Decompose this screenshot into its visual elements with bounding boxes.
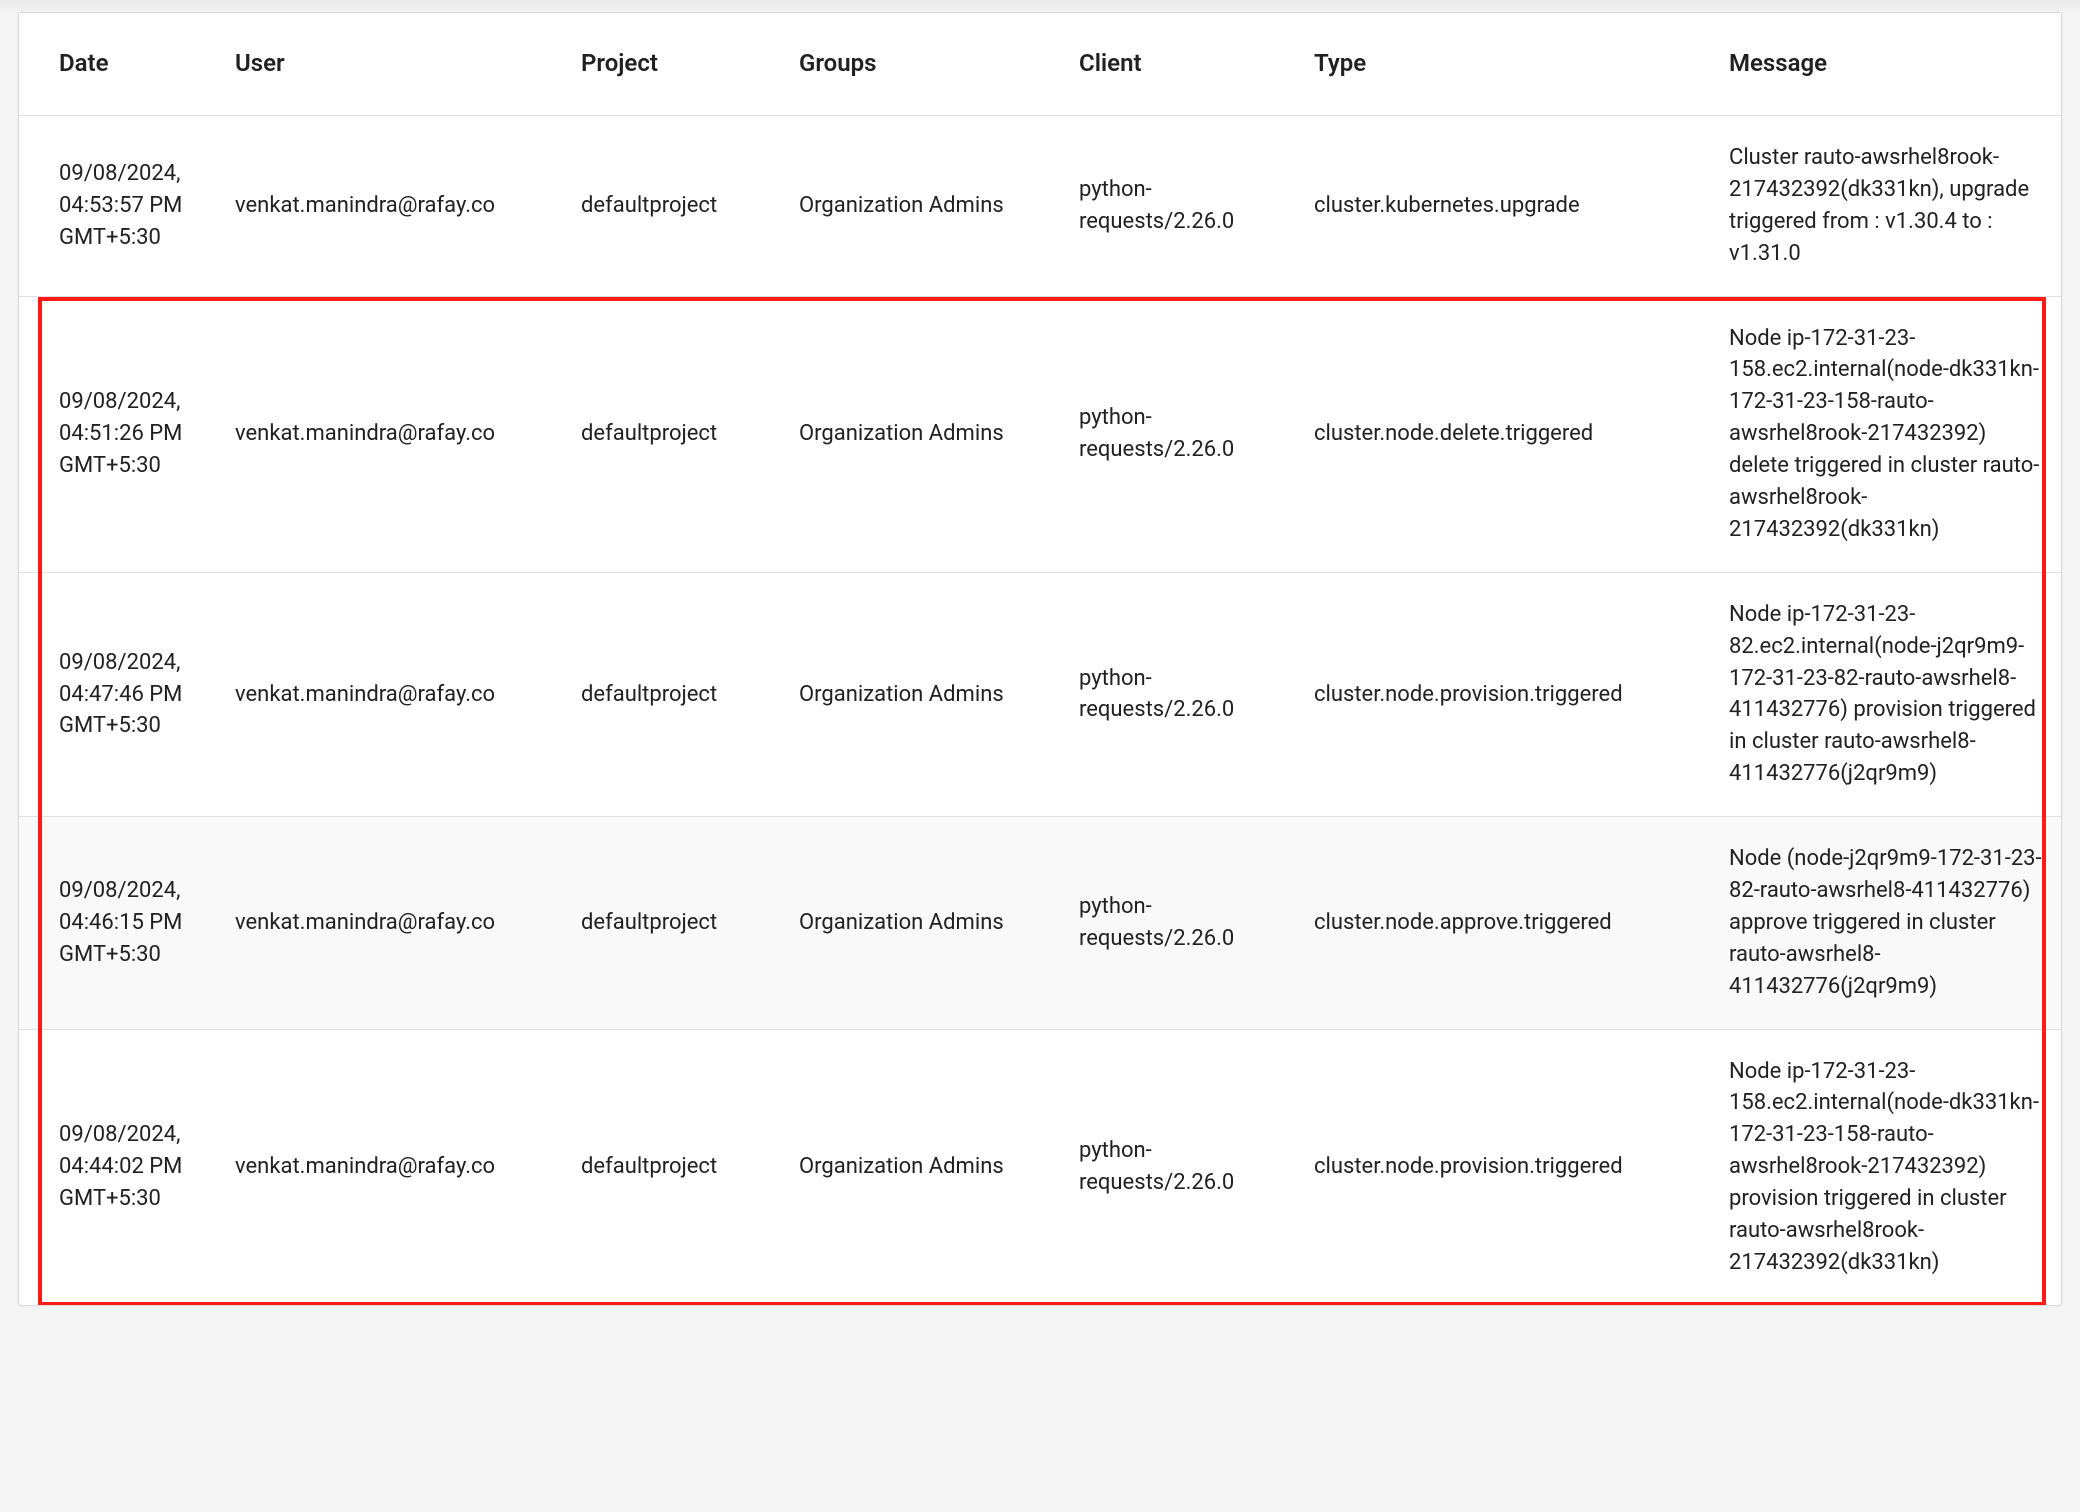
table-row[interactable]: 09/08/2024, 04:44:02 PM GMT+5:30venkat.m…: [19, 1029, 2061, 1305]
cell-project: defaultproject: [565, 572, 783, 816]
cell-project: defaultproject: [565, 296, 783, 572]
cell-client: python-requests/2.26.0: [1063, 116, 1298, 297]
cell-date: 09/08/2024, 04:46:15 PM GMT+5:30: [19, 817, 219, 1029]
cell-groups: Organization Admins: [783, 817, 1063, 1029]
col-header-date[interactable]: Date: [19, 13, 219, 116]
col-header-client[interactable]: Client: [1063, 13, 1298, 116]
cell-client: python-requests/2.26.0: [1063, 817, 1298, 1029]
cell-client: python-requests/2.26.0: [1063, 572, 1298, 816]
table-header-row: Date User Project Groups Client Type Mes…: [19, 13, 2061, 116]
cell-type: cluster.node.provision.triggered: [1298, 1029, 1713, 1305]
cell-client: python-requests/2.26.0: [1063, 296, 1298, 572]
col-header-message[interactable]: Message: [1713, 13, 2061, 116]
audit-log-panel: Date User Project Groups Client Type Mes…: [18, 12, 2062, 1306]
cell-date: 09/08/2024, 04:51:26 PM GMT+5:30: [19, 296, 219, 572]
table-row[interactable]: 09/08/2024, 04:46:15 PM GMT+5:30venkat.m…: [19, 817, 2061, 1029]
cell-user: venkat.manindra@rafay.co: [219, 296, 565, 572]
cell-groups: Organization Admins: [783, 116, 1063, 297]
cell-user: venkat.manindra@rafay.co: [219, 1029, 565, 1305]
cell-date: 09/08/2024, 04:47:46 PM GMT+5:30: [19, 572, 219, 816]
cell-message: Cluster rauto-awsrhel8rook-217432392(dk3…: [1713, 116, 2061, 297]
cell-user: venkat.manindra@rafay.co: [219, 116, 565, 297]
audit-log-table: Date User Project Groups Client Type Mes…: [19, 13, 2061, 1305]
cell-user: venkat.manindra@rafay.co: [219, 817, 565, 1029]
cell-message: Node (node-j2qr9m9-172-31-23-82-rauto-aw…: [1713, 817, 2061, 1029]
cell-client: python-requests/2.26.0: [1063, 1029, 1298, 1305]
col-header-type[interactable]: Type: [1298, 13, 1713, 116]
cell-message: Node ip-172-31-23-158.ec2.internal(node-…: [1713, 1029, 2061, 1305]
cell-groups: Organization Admins: [783, 572, 1063, 816]
cell-groups: Organization Admins: [783, 1029, 1063, 1305]
cell-type: cluster.kubernetes.upgrade: [1298, 116, 1713, 297]
cell-message: Node ip-172-31-23-158.ec2.internal(node-…: [1713, 296, 2061, 572]
cell-type: cluster.node.delete.triggered: [1298, 296, 1713, 572]
cell-groups: Organization Admins: [783, 296, 1063, 572]
cell-type: cluster.node.approve.triggered: [1298, 817, 1713, 1029]
cell-message: Node ip-172-31-23-82.ec2.internal(node-j…: [1713, 572, 2061, 816]
cell-user: venkat.manindra@rafay.co: [219, 572, 565, 816]
col-header-user[interactable]: User: [219, 13, 565, 116]
table-row[interactable]: 09/08/2024, 04:47:46 PM GMT+5:30venkat.m…: [19, 572, 2061, 816]
cell-project: defaultproject: [565, 817, 783, 1029]
cell-type: cluster.node.provision.triggered: [1298, 572, 1713, 816]
col-header-groups[interactable]: Groups: [783, 13, 1063, 116]
table-row[interactable]: 09/08/2024, 04:53:57 PM GMT+5:30venkat.m…: [19, 116, 2061, 297]
col-header-project[interactable]: Project: [565, 13, 783, 116]
cell-date: 09/08/2024, 04:53:57 PM GMT+5:30: [19, 116, 219, 297]
table-row[interactable]: 09/08/2024, 04:51:26 PM GMT+5:30venkat.m…: [19, 296, 2061, 572]
cell-project: defaultproject: [565, 1029, 783, 1305]
cell-date: 09/08/2024, 04:44:02 PM GMT+5:30: [19, 1029, 219, 1305]
cell-project: defaultproject: [565, 116, 783, 297]
